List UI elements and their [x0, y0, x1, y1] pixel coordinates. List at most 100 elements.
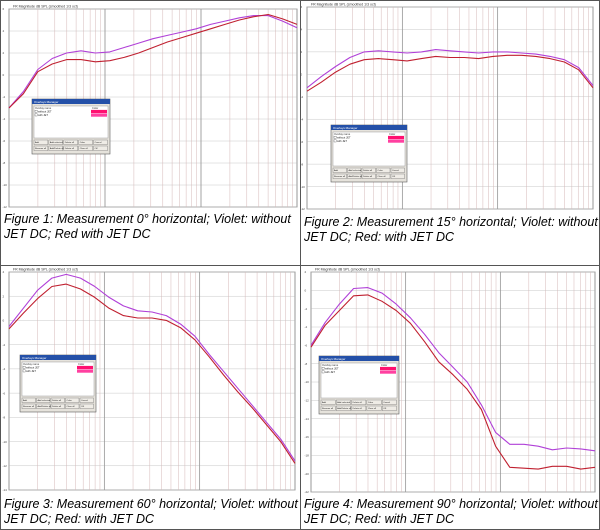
dialog-button [361, 167, 376, 173]
dialog-button [347, 173, 362, 179]
overlays-dialog: Overlays Manager Overlay name Color without… [19, 354, 97, 413]
y-tick-label: -8 [3, 161, 6, 165]
dialog-button [79, 397, 94, 403]
dialog-button-label: OK [95, 148, 99, 150]
overlay-item-checkbox [333, 139, 337, 143]
y-tick-label: -12 [3, 464, 8, 468]
dialog-button [36, 397, 51, 403]
list-header-color: Color [78, 362, 84, 366]
y-tick-label: -6 [305, 344, 308, 348]
dialog-button [336, 399, 351, 405]
overlay-item-checkbox [321, 370, 325, 374]
y-tick-label: -6 [3, 139, 6, 143]
overlay-item-label: without JET [325, 367, 339, 371]
y-tick-label: 6 [3, 7, 5, 11]
y-tick-label: 2 [301, 50, 303, 54]
dialog-button-label: Clear all [80, 147, 89, 150]
dialog-button [65, 397, 80, 403]
plot-title: FR Magnitude dB SPL (smoothed 1/3 oct) [13, 268, 78, 272]
dialog-button-label: Cancel [383, 402, 390, 404]
dialog-button-label: Clear all [67, 405, 76, 408]
dialog-button-label: Add [23, 399, 28, 402]
dialog-button [361, 173, 376, 179]
dialog-button [36, 403, 51, 409]
y-tick-label: -10 [3, 440, 8, 444]
dialog-button [320, 405, 336, 411]
dialog-button-label: Delete all [65, 147, 75, 150]
figure-3-panel: FR Magnitude dB SPL (smoothed 1/3 oct) -1… [0, 265, 301, 530]
dialog-button-label: Color [67, 399, 72, 402]
plot-title: FR Magnitude dB SPL (smoothed 1/3 oct) [315, 268, 380, 272]
overlay-item-label: without JET [26, 366, 40, 370]
overlay-color-swatch [91, 113, 107, 117]
y-tick-label: -12 [301, 207, 305, 211]
y-tick-label: -4 [3, 117, 6, 121]
dialog-button-label: Add selected [349, 169, 362, 172]
y-tick-label: 4 [3, 29, 5, 33]
dialog-button [332, 173, 347, 179]
dialog-button-label: Delete all [353, 407, 363, 410]
dialog-button-label: Add/Delete all [50, 147, 64, 150]
dialog-button-label: Add selected [38, 399, 51, 402]
series-line-1 [8, 273, 296, 462]
y-tick-label: -2 [3, 343, 6, 347]
y-tick-label: -14 [3, 488, 8, 492]
dialog-button-label: Add selected [50, 141, 63, 144]
dialog-button [376, 167, 391, 173]
dialog-button-label: Cancel [81, 400, 88, 402]
dialog-button-label: Delete all [353, 401, 363, 404]
y-tick-label: -2 [305, 307, 308, 311]
dialog-button-label: Color [80, 141, 85, 144]
dialog-button [366, 399, 382, 405]
plot-title: FR Magnitude dB SPL (smoothed 1/3 oct) [311, 3, 376, 7]
series-line-2 [8, 13, 298, 109]
overlays-dialog: Overlays Manager Overlay name Color without… [318, 355, 400, 415]
y-tick-label: -20 [305, 472, 310, 476]
dialog-button-label: Delete all [363, 175, 373, 178]
dialog-button [382, 405, 397, 411]
dialog-button-label: Cancel [392, 170, 399, 172]
dialog-button [347, 167, 362, 173]
dialog-titlebar [319, 356, 399, 361]
series-line-2 [306, 54, 594, 92]
y-tick-label: 4 [301, 28, 303, 32]
dialog-button-label: Add [334, 169, 339, 172]
y-tick-label: -8 [301, 162, 303, 166]
overlay-color-swatch [380, 370, 396, 374]
dialog-titlebar [32, 99, 110, 104]
overlays-dialog: Overlays Manager Overlay name Color without… [330, 124, 408, 183]
dialog-button [21, 403, 36, 409]
figure-2-chart: FR Magnitude dB SPL (smoothed 1/3 oct) -1… [301, 3, 594, 211]
dialog-button-label: Rename all [322, 408, 334, 410]
y-tick-label: 4 [3, 270, 5, 274]
y-tick-label: -6 [301, 140, 303, 144]
list-header-color: Color [381, 363, 387, 367]
y-tick-label: -2 [301, 95, 303, 99]
list-header-name: Overlay name [35, 106, 52, 110]
list-header-name: Overlay name [322, 363, 339, 367]
list-header-color: Color [389, 132, 395, 136]
dialog-button [351, 405, 367, 411]
dialog-button [48, 139, 63, 145]
y-tick-label: -10 [3, 183, 8, 187]
figure-1-panel: FR Magnitude dB SPL (smoothed 1/3 oct) -1… [0, 0, 301, 266]
dialog-button-label: Add/Delete all [349, 175, 363, 178]
y-tick-label: -10 [301, 185, 305, 189]
overlay-item-label: without JET [38, 110, 52, 114]
dialog-button-label: Cancel [95, 142, 102, 144]
dialog-button [33, 145, 49, 151]
y-tick-label: -2 [3, 95, 6, 99]
dialog-button-label: OK [81, 406, 85, 408]
overlay-color-swatch [380, 366, 396, 371]
overlay-color-swatch [77, 369, 93, 373]
y-tick-label: 0 [3, 319, 5, 323]
figure-3-chart: FR Magnitude dB SPL (smoothed 1/3 oct) -1… [3, 268, 296, 492]
dialog-button-label: Delete all [65, 141, 75, 144]
dialog-button [78, 145, 93, 151]
dialog-button-label: Clear all [368, 407, 377, 410]
dialog-button-label: OK [392, 176, 396, 178]
dialog-button [65, 403, 80, 409]
figure-4-caption: Figure 4: Measurement 90° horizontal; Vi… [304, 497, 598, 526]
y-tick-label: 2 [305, 270, 307, 274]
dialog-button-label: Clear all [378, 175, 387, 178]
